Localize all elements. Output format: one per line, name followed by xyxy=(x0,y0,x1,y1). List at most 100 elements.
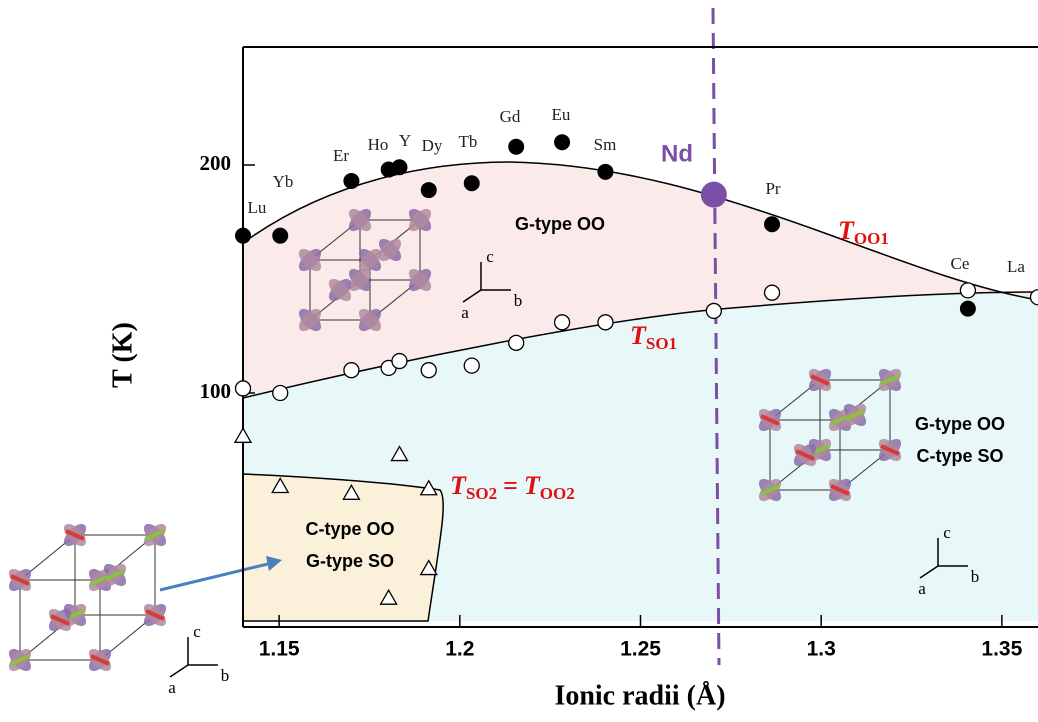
point xyxy=(597,163,614,180)
element-label: Er xyxy=(333,146,349,165)
y-axis-title: T (K) xyxy=(107,322,138,388)
phase-label: G-type OO xyxy=(915,414,1005,434)
spin-arrow xyxy=(795,449,815,461)
point xyxy=(554,134,571,151)
arrow-head xyxy=(266,556,282,571)
transition-label-part: T xyxy=(838,216,855,245)
axis-letter: a xyxy=(168,678,176,697)
element-label: Yb xyxy=(273,172,294,191)
x-axis-title: Ionic radii (Å) xyxy=(554,680,725,711)
point xyxy=(391,352,408,370)
axis-letter: a xyxy=(461,303,469,322)
element-label: Pr xyxy=(765,179,780,198)
orbital-lobe xyxy=(408,268,432,292)
highlight-label: Nd xyxy=(661,140,693,167)
point xyxy=(234,380,252,397)
point xyxy=(391,159,408,176)
transition-label-part: SO2 xyxy=(466,484,497,503)
transition-label-part: T xyxy=(450,471,467,500)
spin-arrow xyxy=(880,444,900,456)
point xyxy=(419,559,438,576)
point xyxy=(700,181,727,208)
element-label: Eu xyxy=(552,105,571,124)
point xyxy=(463,357,480,374)
orbital-lobe xyxy=(298,308,322,332)
orbital-cube xyxy=(298,208,432,332)
phase-label: G-type OO xyxy=(515,214,605,234)
axis-letter: b xyxy=(514,291,523,310)
orbital-cube xyxy=(758,368,902,502)
transition-label: TSO1 xyxy=(630,321,677,353)
orbital-lobe xyxy=(408,208,432,232)
element-label: Tb xyxy=(459,132,478,151)
axis-letter: b xyxy=(971,567,980,586)
point xyxy=(553,314,571,331)
axis-letter: a xyxy=(918,579,926,598)
point xyxy=(959,282,977,299)
transition-label-part: = xyxy=(503,471,518,500)
spin-arrow xyxy=(830,484,850,496)
point xyxy=(764,216,781,233)
point xyxy=(597,314,614,331)
transition-label: TOO1 xyxy=(838,216,889,248)
element-label: Ho xyxy=(368,135,389,154)
y-tick-label: 200 xyxy=(200,151,232,175)
x-tick-label: 1.3 xyxy=(807,638,836,661)
spin-arrow xyxy=(145,609,165,621)
point xyxy=(419,479,438,496)
point xyxy=(233,427,253,443)
transition-label-part: T xyxy=(524,471,541,500)
element-label: Sm xyxy=(594,135,617,154)
point xyxy=(959,300,976,317)
point xyxy=(390,445,409,462)
axis-letter: c xyxy=(943,523,951,542)
orbital-lobe xyxy=(378,238,402,262)
point xyxy=(705,302,723,320)
point xyxy=(343,172,360,189)
element-label: La xyxy=(1007,257,1025,276)
transition-label-part: SO1 xyxy=(646,334,677,353)
spin-arrow xyxy=(10,654,30,666)
spin-arrow xyxy=(50,614,70,626)
point xyxy=(420,182,437,199)
point xyxy=(763,284,781,301)
orbital-lobe xyxy=(328,278,352,302)
point xyxy=(508,334,525,351)
spin-arrow xyxy=(65,529,85,541)
axis-letter: b xyxy=(221,666,230,685)
element-label: Dy xyxy=(422,136,443,155)
spin-arrow xyxy=(880,374,900,386)
phase-label: C-type SO xyxy=(916,446,1003,466)
point xyxy=(342,484,361,500)
nd-line xyxy=(711,7,721,666)
region-so1 xyxy=(243,292,1038,621)
phase-label: G-type SO xyxy=(306,551,394,571)
y-tick-label: 100 xyxy=(200,379,232,403)
point xyxy=(343,362,360,379)
boundary-oo1 xyxy=(242,161,1038,301)
transition-label-part: T xyxy=(630,321,647,350)
orbital-lobe xyxy=(298,248,322,272)
region-so2 xyxy=(242,473,444,622)
point xyxy=(1029,289,1038,306)
spin-arrow xyxy=(760,414,780,426)
orbital-lobe xyxy=(358,248,382,272)
spin-arrow xyxy=(10,574,30,586)
element-label: Ce xyxy=(951,254,970,273)
phase-label: C-type OO xyxy=(305,519,394,539)
element-label: Lu xyxy=(248,198,267,217)
point xyxy=(420,362,437,379)
transition-label-part: OO2 xyxy=(540,484,575,503)
orbital-lobe xyxy=(358,308,382,332)
spin-arrow xyxy=(845,409,865,421)
transition-label: TSO2 = TOO2 xyxy=(450,471,575,503)
point xyxy=(272,384,289,402)
axis-arrow xyxy=(919,565,939,579)
transition-label-part: OO1 xyxy=(854,229,889,248)
spin-arrow xyxy=(760,484,780,496)
spin-arrow xyxy=(105,569,125,581)
axis-letter: c xyxy=(193,622,201,641)
orbital-lobe xyxy=(348,268,372,292)
element-label: Gd xyxy=(500,107,521,126)
